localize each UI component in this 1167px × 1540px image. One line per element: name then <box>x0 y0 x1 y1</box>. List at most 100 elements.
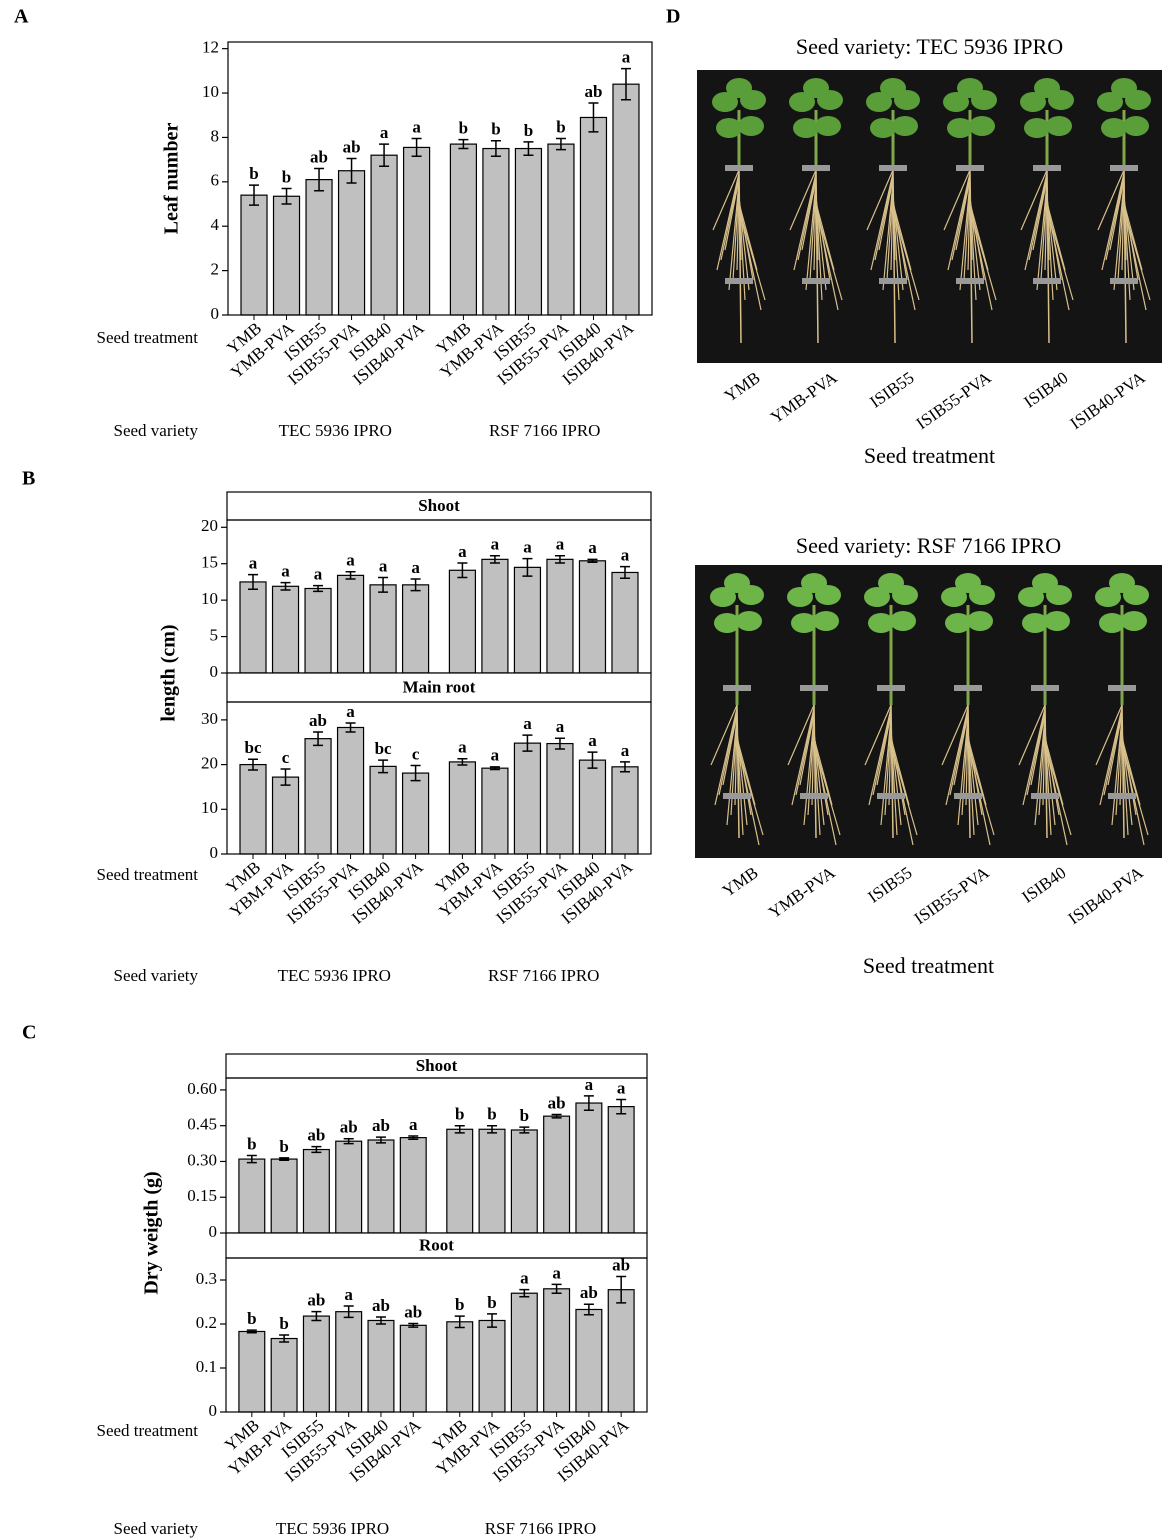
bar <box>368 1320 394 1412</box>
significance-letter: b <box>491 120 500 139</box>
tape <box>800 793 828 799</box>
y-axis-label: Dry weigth (g) <box>141 1171 163 1294</box>
bar <box>613 84 639 315</box>
significance-letter: ab <box>372 1116 390 1135</box>
bar <box>511 1293 537 1412</box>
significance-letter: a <box>556 535 565 554</box>
plant-leaf <box>803 78 829 98</box>
bar <box>273 586 299 673</box>
bar <box>450 144 476 315</box>
plant-leaf <box>738 116 764 136</box>
plant-leaf <box>1123 116 1149 136</box>
tape <box>1108 685 1136 691</box>
plant-leaf <box>878 573 904 593</box>
plant-leaf <box>1046 116 1072 136</box>
y-tick-label: 0.60 <box>187 1079 217 1098</box>
significance-letter: a <box>458 542 467 561</box>
bar <box>370 766 396 854</box>
significance-letter: b <box>455 1295 464 1314</box>
bar <box>338 727 364 854</box>
bar <box>576 1309 602 1412</box>
bar <box>303 1150 329 1233</box>
treatment-label: ISIB40-PVA <box>1065 862 1147 928</box>
bar <box>579 561 605 673</box>
significance-letter: b <box>247 1309 256 1328</box>
significance-letter: a <box>346 702 355 721</box>
significance-letter: bc <box>375 739 392 758</box>
tape <box>725 278 753 284</box>
significance-letter: b <box>279 1314 288 1333</box>
variety-label: RSF 7166 IPRO <box>488 966 599 985</box>
tape <box>954 793 982 799</box>
bar <box>548 144 574 315</box>
y-tick-label: 5 <box>210 625 219 644</box>
bar <box>479 1320 505 1412</box>
bar <box>544 1289 570 1412</box>
bar <box>608 1107 634 1233</box>
bar <box>482 559 508 673</box>
plant-leaf <box>1034 78 1060 98</box>
significance-letter: ab <box>307 1291 325 1310</box>
subplot-title: Main root <box>403 677 476 696</box>
treatment-label: ISIB40 <box>1018 863 1069 907</box>
tape <box>1110 278 1138 284</box>
panel-label: B <box>22 468 35 490</box>
bar <box>403 773 429 854</box>
y-tick-label: 0.45 <box>187 1115 217 1134</box>
subplot-title: Shoot <box>416 1056 458 1075</box>
y-tick-label: 10 <box>201 798 218 817</box>
treatment-label: ISIB55 <box>864 863 915 907</box>
variety-row-label: Seed variety <box>114 966 199 985</box>
significance-letter: ab <box>372 1296 390 1315</box>
plant-leaf <box>1022 613 1048 633</box>
tape <box>723 685 751 691</box>
significance-letter: b <box>556 117 565 136</box>
bar <box>240 582 266 673</box>
plant-leaf <box>724 573 750 593</box>
bar <box>370 585 396 673</box>
plant-leaf <box>793 118 819 138</box>
tape <box>879 165 907 171</box>
y-tick-label: 15 <box>201 553 218 572</box>
bar <box>336 1312 362 1412</box>
bar <box>239 1159 265 1233</box>
significance-letter: ab <box>307 1126 325 1145</box>
significance-letter: a <box>617 1078 626 1097</box>
bar <box>449 762 475 854</box>
plant-leaf <box>1121 611 1147 631</box>
tape <box>1110 165 1138 171</box>
plant-leaf <box>945 613 971 633</box>
significance-letter: b <box>249 164 258 183</box>
y-tick-label: 6 <box>211 171 220 190</box>
significance-letter: ab <box>584 82 602 101</box>
bar <box>274 196 300 315</box>
bar <box>479 1129 505 1233</box>
significance-letter: a <box>556 717 565 736</box>
bar <box>579 760 605 854</box>
treatment-label: ISIB55-PVA <box>913 367 995 433</box>
significance-letter: b <box>247 1134 256 1153</box>
bar <box>547 559 573 673</box>
bar <box>400 1325 426 1412</box>
significance-letter: a <box>491 746 500 765</box>
plant-leaf <box>1109 573 1135 593</box>
significance-letter: bc <box>245 738 262 757</box>
panel-label: C <box>22 1022 36 1044</box>
plant-leaf <box>1099 613 1125 633</box>
bar <box>273 777 299 854</box>
significance-letter: a <box>380 123 389 142</box>
y-tick-label: 4 <box>211 215 220 234</box>
significance-letter: a <box>622 48 631 67</box>
plant-leaf <box>957 78 983 98</box>
significance-letter: b <box>520 1106 529 1125</box>
y-tick-label: 0.30 <box>187 1150 217 1169</box>
bar <box>403 585 429 673</box>
bar <box>404 147 430 315</box>
bar <box>271 1339 297 1412</box>
bar <box>305 588 331 673</box>
bar <box>576 1103 602 1233</box>
photo <box>695 565 1162 858</box>
bar <box>447 1322 473 1412</box>
significance-letter: ab <box>548 1093 566 1112</box>
significance-letter: b <box>455 1105 464 1124</box>
